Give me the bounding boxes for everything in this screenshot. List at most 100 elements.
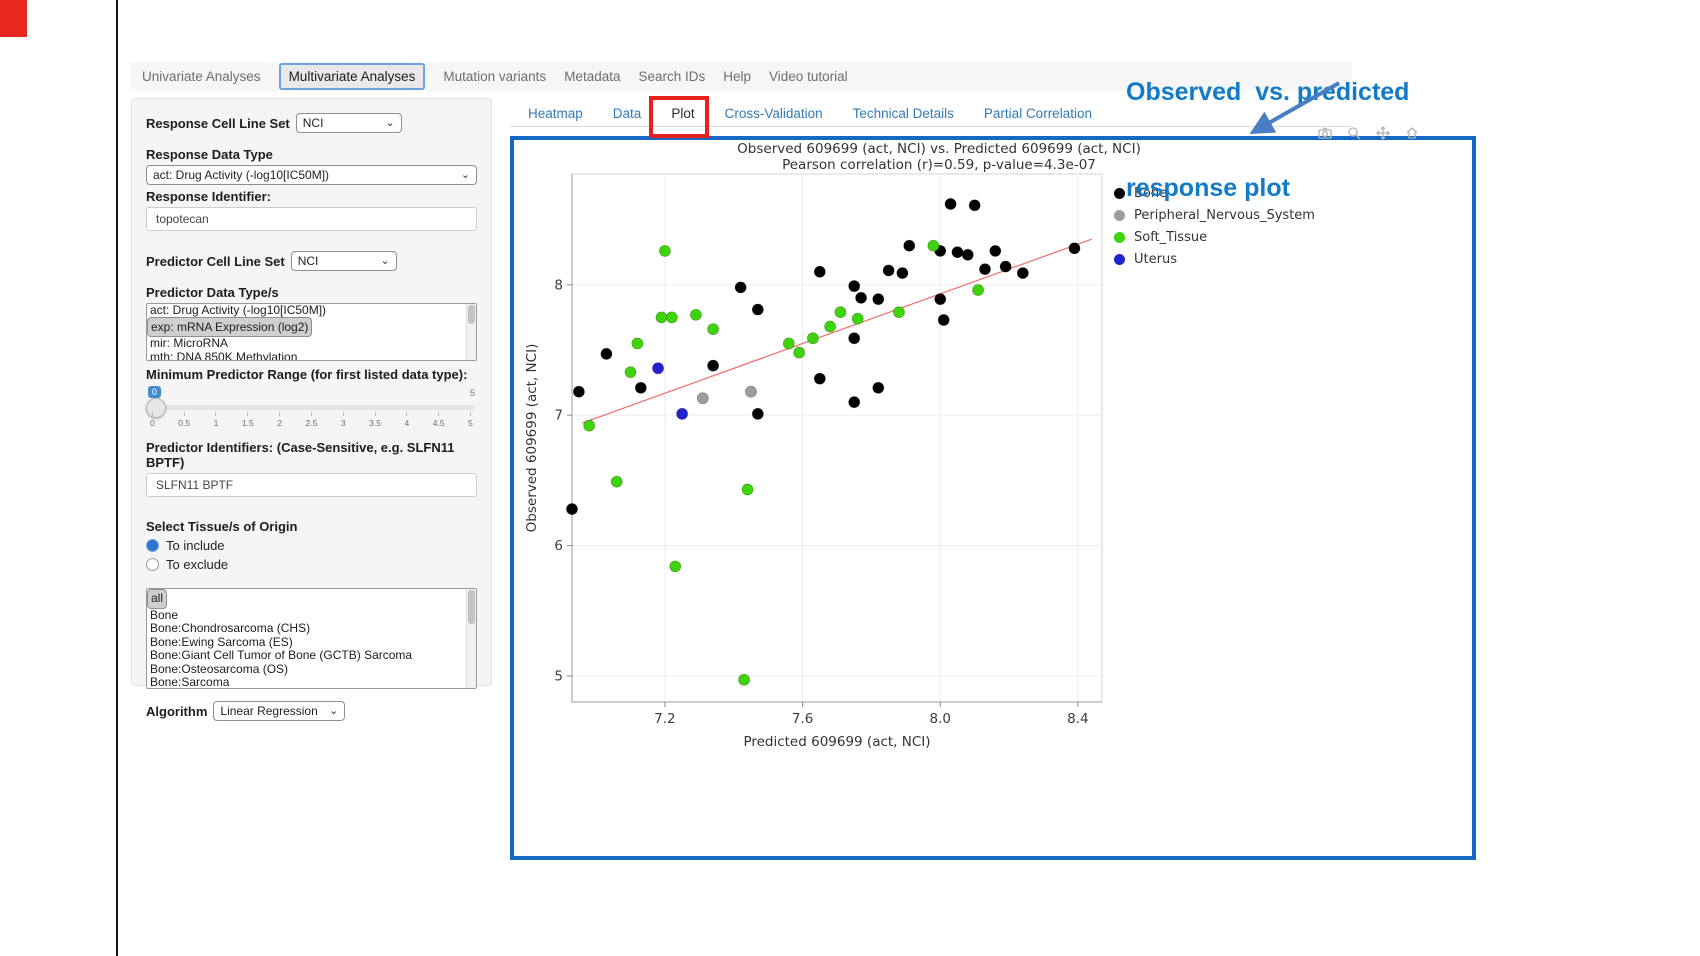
- legend-dot: [1114, 232, 1125, 243]
- predictor-cell-line-set-select[interactable]: NCI ⌄: [290, 251, 397, 271]
- nav-item-univariate-analyses[interactable]: Univariate Analyses: [142, 69, 261, 84]
- reset-icon[interactable]: [1405, 126, 1419, 140]
- plot-panel: Observed 609699 (act, NCI) vs. Predicted…: [510, 136, 1476, 860]
- scrollbar[interactable]: [466, 304, 476, 360]
- slider-tick: 0.5: [178, 412, 190, 428]
- nav-item-video-tutorial[interactable]: Video tutorial: [769, 69, 848, 84]
- response-data-type-select[interactable]: act: Drug Activity (-log10[IC50M]) ⌄: [146, 165, 477, 185]
- to-include-radio[interactable]: [146, 539, 159, 552]
- tissue-option[interactable]: all: [147, 589, 168, 609]
- svg-text:Observed 609699 (act, NCI): Observed 609699 (act, NCI): [524, 344, 540, 533]
- tissue-option[interactable]: Bone:Chondrosarcoma (CHS): [150, 621, 311, 636]
- slider-tick: 0: [150, 412, 155, 428]
- annotation-line2: response plot: [1126, 174, 1290, 202]
- chevron-down-icon: ⌄: [460, 169, 470, 181]
- chevron-down-icon: ⌄: [385, 117, 395, 129]
- predictor-data-type-option[interactable]: mir: MicroRNA: [150, 336, 228, 351]
- nav-item-help[interactable]: Help: [723, 69, 752, 84]
- top-navigation: Univariate Analyses Multivariate Analyses…: [130, 62, 1352, 91]
- slider-handle[interactable]: [146, 398, 166, 418]
- tutorial-annotation: Observed vs. predicted response plot: [1126, 12, 1409, 268]
- pan-icon[interactable]: [1376, 126, 1390, 140]
- predictor-data-types-listbox[interactable]: act: Drug Activity (-log10[IC50M]) exp: m…: [146, 303, 477, 361]
- algorithm-select[interactable]: Linear Regression ⌄: [213, 701, 346, 721]
- slider-tick: 3: [341, 412, 346, 428]
- tissue-option[interactable]: Bone: [150, 608, 179, 622]
- response-data-type-label: Response Data Type: [146, 147, 273, 162]
- plot-legend: Bone Peripheral_Nervous_System Soft_Tissue…: [1114, 186, 1315, 274]
- slider-tick-labels: 0 0.5 1 1.5 2 2.5 3 3.5 4 4.5 5: [150, 412, 473, 428]
- predictor-data-type-option[interactable]: exp: mRNA Expression (log2): [147, 317, 313, 338]
- sidebar-panel: Response Cell Line Set NCI ⌄ Response Da…: [131, 98, 492, 721]
- slider-tick: 4: [405, 412, 409, 428]
- slider-value-badge: 0: [148, 386, 162, 398]
- legend-label: Soft_Tissue: [1134, 230, 1208, 245]
- legend-dot: [1114, 188, 1125, 199]
- tab-heatmap[interactable]: Heatmap: [528, 105, 583, 121]
- plot-subtitle: Pearson correlation (r)=0.59, p-value=4.…: [782, 157, 1096, 173]
- response-cell-line-set-select[interactable]: NCI ⌄: [295, 113, 402, 133]
- response-cell-line-set-value: NCI: [302, 116, 324, 130]
- tissue-origin-listbox[interactable]: all Bone Bone:Chondrosarcoma (CHS) Bone:Ewi…: [146, 588, 477, 689]
- predictor-cell-line-set-value: NCI: [297, 254, 319, 268]
- annotation-line1: Observed vs. predicted: [1126, 78, 1410, 106]
- response-identifier-input[interactable]: [146, 207, 477, 231]
- legend-label: Peripheral_Nervous_System: [1134, 208, 1315, 223]
- slider-max-label: 5: [469, 388, 475, 398]
- legend-label: Bone: [1134, 186, 1168, 201]
- slider-tick: 4.5: [433, 412, 445, 428]
- predictor-identifiers-input[interactable]: [146, 473, 477, 497]
- tab-technical-details[interactable]: Technical Details: [852, 105, 954, 121]
- predictor-data-types-label: Predictor Data Type/s: [146, 285, 279, 300]
- chevron-down-icon: ⌄: [380, 255, 390, 267]
- scrollbar[interactable]: [466, 589, 476, 688]
- legend-item-uterus[interactable]: Uterus: [1114, 252, 1315, 267]
- algorithm-value: Linear Regression: [220, 704, 318, 718]
- zoom-icon[interactable]: [1347, 126, 1361, 140]
- tissue-option[interactable]: Bone:Giant Cell Tumor of Bone (GCTB) Sar…: [150, 648, 413, 663]
- camera-icon[interactable]: [1318, 126, 1332, 140]
- nav-item-mutation-variants[interactable]: Mutation variants: [443, 69, 547, 84]
- legend-item-soft_tissue[interactable]: Soft_Tissue: [1114, 230, 1315, 245]
- legend-item-peripheral_nervous_system[interactable]: Peripheral_Nervous_System: [1114, 208, 1315, 223]
- nav-item-multivariate-analyses[interactable]: Multivariate Analyses: [278, 63, 426, 90]
- svg-text:Predicted 609699 (act, NCI): Predicted 609699 (act, NCI): [743, 734, 930, 750]
- plot-modebar: [1318, 126, 1419, 140]
- response-identifier-label: Response Identifier:: [146, 189, 271, 204]
- scrollbar-thumb[interactable]: [468, 305, 475, 325]
- to-exclude-label: To exclude: [166, 557, 229, 572]
- legend-dot: [1114, 210, 1125, 221]
- slider-tick: 1: [214, 412, 218, 428]
- nav-item-metadata[interactable]: Metadata: [564, 69, 621, 84]
- scatter-plot: 7.2 7.6 8.0 8.4 5 6 7 8 Predicted 609699 (act, N…: [524, 173, 1103, 750]
- tab-data[interactable]: Data: [612, 105, 642, 121]
- response-cell-line-set-label: Response Cell Line Set: [146, 115, 290, 131]
- svg-text:6: 6: [554, 538, 563, 554]
- tissue-option[interactable]: Bone:Ewing Sarcoma (ES): [150, 634, 293, 649]
- slider-tick: 3.5: [369, 412, 381, 428]
- scrollbar-thumb[interactable]: [468, 590, 475, 624]
- svg-text:7: 7: [554, 408, 563, 424]
- predictor-data-type-option[interactable]: mth: DNA 850K Methylation: [150, 349, 298, 361]
- tissue-option[interactable]: Bone:Sarcoma: [150, 675, 230, 689]
- slider-tick: 1.5: [242, 412, 254, 428]
- tab-cross-validation[interactable]: Cross-Validation: [724, 105, 823, 121]
- slider-tick: 2: [277, 412, 282, 428]
- tab-partial-correlation[interactable]: Partial Correlation: [983, 105, 1092, 121]
- algorithm-label: Algorithm: [146, 703, 208, 719]
- annotation-arrow: [1249, 81, 1340, 134]
- legend-label: Uterus: [1134, 252, 1177, 267]
- min-predictor-range-slider[interactable]: 0 5 0 0.5 1 1.5 2 2.5 3 3.5 4 4.5 5: [146, 386, 475, 432]
- predictor-data-type-option[interactable]: act: Drug Activity (-log10[IC50M]): [150, 303, 327, 317]
- result-tabs: Heatmap Data Plot Cross-Validation Technical…: [510, 100, 1352, 127]
- nav-item-search-ids[interactable]: Search IDs: [638, 69, 706, 84]
- slide-corner-decoration: [0, 0, 27, 37]
- slider-track[interactable]: [148, 405, 475, 410]
- tissue-option[interactable]: Bone:Osteosarcoma (OS): [150, 661, 289, 676]
- legend-item-bone[interactable]: Bone: [1114, 186, 1315, 201]
- svg-text:8.4: 8.4: [1067, 711, 1088, 727]
- tab-plot[interactable]: Plot: [671, 105, 695, 121]
- slider-tick: 5: [468, 412, 473, 428]
- to-exclude-radio[interactable]: [146, 558, 159, 571]
